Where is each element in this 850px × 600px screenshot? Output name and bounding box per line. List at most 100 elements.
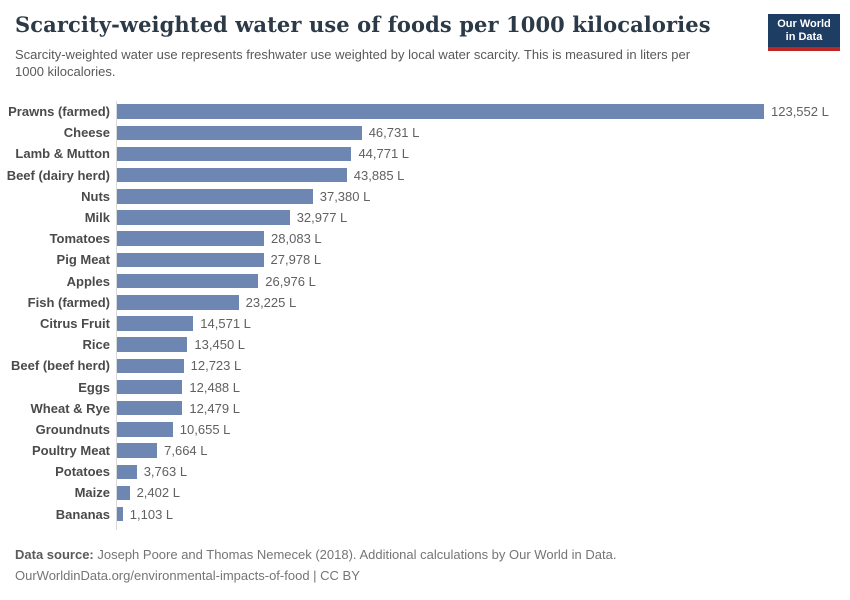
category-label: Milk bbox=[84, 210, 110, 226]
category-label: Poultry Meat bbox=[31, 443, 110, 459]
bar-chart: Prawns (farmed) 123,552 L Cheese 46,731 L La… bbox=[0, 101, 850, 525]
category-label: Maize bbox=[74, 485, 110, 501]
bar[interactable] bbox=[117, 379, 183, 395]
bar[interactable] bbox=[117, 273, 259, 289]
bar-cell: 14,571 L bbox=[116, 312, 850, 335]
bar-row: Beef (beef herd) 12,723 L bbox=[0, 355, 850, 377]
value-label: 44,771 L bbox=[358, 146, 410, 162]
value-label: 13,450 L bbox=[194, 337, 246, 353]
bar-row: Wheat & Rye 12,479 L bbox=[0, 397, 850, 419]
bar-row: Poultry Meat 7,664 L bbox=[0, 440, 850, 462]
bar-row: Pig Meat 27,978 L bbox=[0, 249, 850, 271]
bar-row: Nuts 37,380 L bbox=[0, 185, 850, 207]
bar[interactable] bbox=[117, 295, 239, 310]
owid-logo-line2: in Data bbox=[785, 31, 823, 43]
category-label: Lamb & Mutton bbox=[15, 146, 110, 162]
category-label: Cheese bbox=[63, 125, 110, 141]
chart-subtitle: Scarcity-weighted water use represents f… bbox=[15, 47, 691, 79]
value-label: 14,571 L bbox=[200, 315, 251, 331]
bar-cell: 27,978 L bbox=[116, 249, 850, 271]
bar[interactable] bbox=[117, 210, 290, 225]
category-label: Tomatoes bbox=[49, 231, 110, 247]
category-label: Pig Meat bbox=[56, 252, 110, 268]
bar[interactable] bbox=[117, 125, 362, 141]
bar-row: Apples 26,976 L bbox=[0, 270, 850, 292]
category-label: Eggs bbox=[78, 379, 110, 395]
bar-row: Eggs 12,488 L bbox=[0, 376, 850, 398]
bar-row: Milk 32,977 L bbox=[0, 206, 850, 229]
value-label: 1,103 L bbox=[129, 506, 174, 522]
value-label: 37,380 L bbox=[319, 188, 371, 204]
bar-row: Lamb & Mutton 44,771 L bbox=[0, 143, 850, 165]
bar[interactable] bbox=[117, 189, 313, 204]
bar-cell: 12,479 L bbox=[116, 397, 850, 419]
data-source-label: Data source: bbox=[15, 547, 94, 562]
bar[interactable] bbox=[117, 443, 158, 458]
bar-row: Prawns (farmed) 123,552 L bbox=[0, 101, 850, 123]
category-label: Rice bbox=[82, 337, 110, 353]
bar-row: Groundnuts 10,655 L bbox=[0, 418, 850, 440]
bar-cell: 23,225 L bbox=[116, 291, 850, 313]
value-label: 10,655 L bbox=[179, 421, 231, 437]
value-label: 43,885 L bbox=[353, 167, 405, 183]
category-label: Potatoes bbox=[55, 464, 110, 480]
bar-cell: 2,402 L bbox=[116, 482, 850, 504]
bar[interactable] bbox=[117, 506, 123, 522]
bar-cell: 28,083 L bbox=[116, 228, 850, 250]
axis-line-end bbox=[116, 525, 117, 530]
category-label: Beef (dairy herd) bbox=[6, 167, 110, 183]
bar-cell: 44,771 L bbox=[116, 143, 850, 165]
bar[interactable] bbox=[117, 422, 173, 437]
bar[interactable] bbox=[117, 358, 184, 374]
bar-row: Fish (farmed) 23,225 L bbox=[0, 291, 850, 313]
bar-cell: 1,103 L bbox=[116, 503, 850, 525]
category-label: Beef (beef herd) bbox=[11, 358, 110, 374]
value-label: 26,976 L bbox=[265, 273, 316, 289]
bar[interactable] bbox=[117, 464, 137, 480]
category-label: Wheat & Rye bbox=[30, 400, 110, 416]
bar-row: Potatoes 3,763 L bbox=[0, 461, 850, 483]
value-label: 7,664 L bbox=[164, 443, 208, 459]
category-label: Nuts bbox=[81, 188, 110, 204]
bar-cell: 46,731 L bbox=[116, 122, 850, 144]
category-label: Citrus Fruit bbox=[39, 315, 110, 331]
bar-cell: 123,552 L bbox=[116, 101, 850, 123]
bar[interactable] bbox=[117, 231, 265, 246]
owid-logo-stripe bbox=[768, 47, 840, 51]
value-label: 12,723 L bbox=[190, 358, 242, 374]
bar[interactable] bbox=[117, 146, 352, 162]
bar[interactable] bbox=[117, 337, 188, 352]
bar[interactable] bbox=[117, 252, 264, 268]
bar-cell: 7,664 L bbox=[116, 440, 850, 462]
category-label: Bananas bbox=[55, 506, 110, 522]
category-label: Groundnuts bbox=[35, 421, 110, 437]
value-label: 12,479 L bbox=[189, 400, 240, 416]
value-label: 3,763 L bbox=[143, 464, 188, 480]
bar[interactable] bbox=[117, 104, 764, 119]
bar[interactable] bbox=[117, 485, 130, 501]
bar-cell: 32,977 L bbox=[116, 206, 850, 229]
bar-row: Cheese 46,731 L bbox=[0, 122, 850, 144]
category-label: Apples bbox=[66, 273, 110, 289]
value-label: 23,225 L bbox=[245, 294, 297, 310]
value-label: 12,488 L bbox=[189, 379, 240, 395]
category-label: Prawns (farmed) bbox=[8, 104, 110, 120]
bar[interactable] bbox=[117, 400, 183, 416]
bar-row: Tomatoes 28,083 L bbox=[0, 228, 850, 250]
value-label: 27,978 L bbox=[270, 252, 322, 268]
category-label: Fish (farmed) bbox=[27, 294, 110, 310]
owid-logo: Our World in Data bbox=[768, 14, 840, 51]
value-label: 32,977 L bbox=[296, 210, 348, 226]
bar[interactable] bbox=[117, 167, 347, 183]
chart-header: Scarcity-weighted water use of foods per… bbox=[15, 12, 755, 80]
value-label: 123,552 L bbox=[771, 104, 829, 120]
value-label: 2,402 L bbox=[136, 485, 180, 501]
chart-footer: Data source: Joseph Poore and Thomas Nem… bbox=[15, 544, 835, 586]
value-label: 28,083 L bbox=[271, 231, 322, 247]
bar[interactable] bbox=[117, 316, 194, 331]
data-source-line: Data source: Joseph Poore and Thomas Nem… bbox=[15, 544, 835, 565]
bar-row: Maize 2,402 L bbox=[0, 482, 850, 504]
bar-row: Beef (dairy herd) 43,885 L bbox=[0, 164, 850, 186]
chart-title: Scarcity-weighted water use of foods per… bbox=[15, 12, 711, 37]
